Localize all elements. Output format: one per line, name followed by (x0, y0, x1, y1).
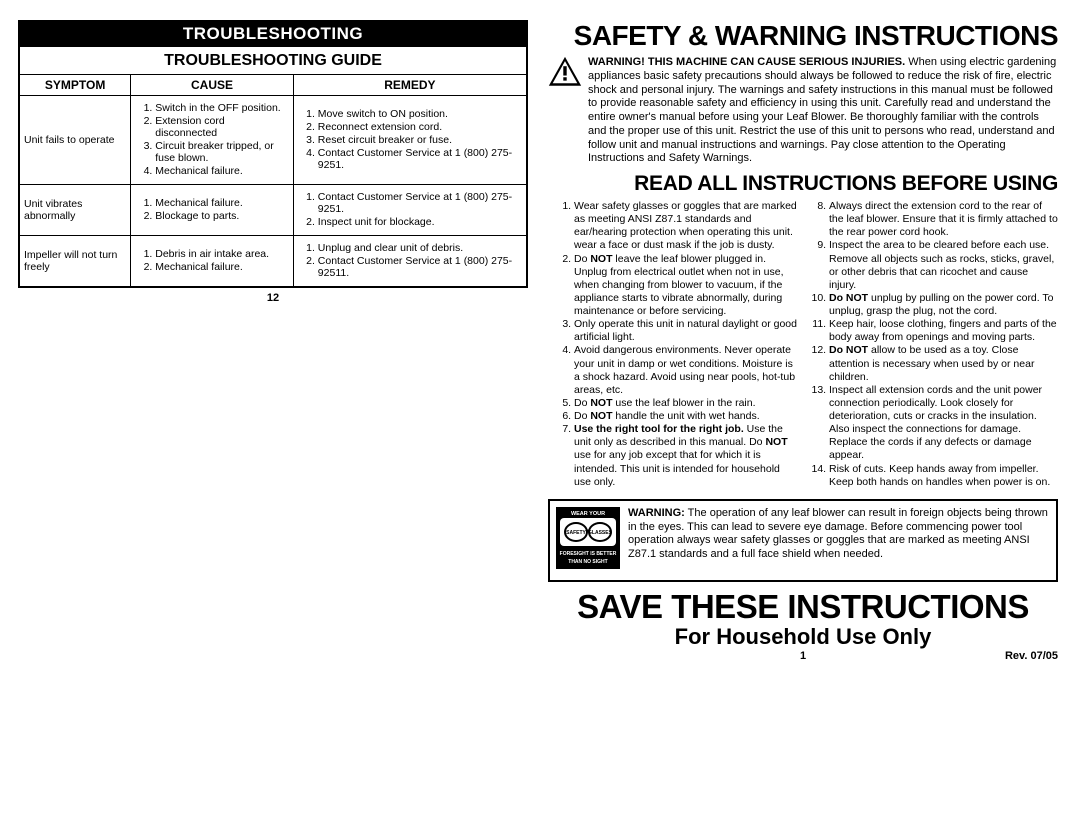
left-page-number: 12 (18, 292, 528, 304)
col-remedy: REMEDY (293, 75, 527, 96)
cause-cell: Switch in the OFF position.Extension cor… (131, 96, 294, 185)
warning-triangle-icon (548, 56, 582, 91)
list-item: Risk of cuts. Keep hands away from impel… (829, 463, 1058, 489)
symptom-cell: Unit fails to operate (19, 96, 131, 185)
symptom-cell: Impeller will not turn freely (19, 236, 131, 288)
warning-box-2: WEAR YOUR SAFETY GLASSES FORESIGHT IS BE… (548, 499, 1058, 582)
list-item: Do NOT leave the leaf blower plugged in.… (574, 253, 797, 319)
table-row: Impeller will not turn freelyDebris in a… (19, 236, 527, 288)
read-all-title: READ ALL INSTRUCTIONS BEFORE USING (548, 172, 1058, 196)
svg-text:WEAR YOUR: WEAR YOUR (571, 511, 605, 517)
instructions-left-list: Wear safety glasses or goggles that are … (548, 200, 803, 489)
list-item: Do NOT use the leaf blower in the rain. (574, 397, 797, 410)
save-instructions-title: SAVE THESE INSTRUCTIONS (548, 588, 1058, 626)
troubleshooting-table: TROUBLESHOOTING GUIDE SYMPTOM CAUSE REME… (18, 47, 528, 288)
list-item: Do NOT handle the unit with wet hands. (574, 410, 797, 423)
remedy-cell: Contact Customer Service at 1 (800) 275-… (293, 185, 527, 236)
safety-glasses-icon: WEAR YOUR SAFETY GLASSES FORESIGHT IS BE… (556, 507, 620, 574)
right-page: SAFETY & WARNING INSTRUCTIONS WARNING! T… (538, 20, 1058, 826)
cause-cell: Mechanical failure.Blockage to parts. (131, 185, 294, 236)
symptom-cell: Unit vibrates abnormally (19, 185, 131, 236)
table-row: Unit fails to operateSwitch in the OFF p… (19, 96, 527, 185)
left-page: TROUBLESHOOTING TROUBLESHOOTING GUIDE SY… (18, 20, 538, 826)
col-symptom: SYMPTOM (19, 75, 131, 96)
right-footer: 1 Rev. 07/05 (548, 650, 1058, 662)
svg-text:FORESIGHT IS BETTER: FORESIGHT IS BETTER (560, 551, 617, 557)
remedy-cell: Unplug and clear unit of debris.Contact … (293, 236, 527, 288)
list-item: Inspect all extension cords and the unit… (829, 384, 1058, 463)
household-use-subtitle: For Household Use Only (548, 624, 1058, 650)
col-cause: CAUSE (131, 75, 294, 96)
safety-title: SAFETY & WARNING INSTRUCTIONS (548, 20, 1058, 52)
svg-text:GLASSES: GLASSES (588, 530, 613, 536)
warning-2-text: WARNING: The operation of any leaf blowe… (628, 507, 1048, 562)
cause-cell: Debris in air intake area.Mechanical fai… (131, 236, 294, 288)
list-item: Inspect the area to be cleared before ea… (829, 239, 1058, 292)
instructions-right-list: Always direct the extension cord to the … (803, 200, 1058, 489)
list-item: Always direct the extension cord to the … (829, 200, 1058, 239)
troubleshooting-header: TROUBLESHOOTING (18, 20, 528, 47)
revision: Rev. 07/05 (806, 650, 1058, 662)
guide-title: TROUBLESHOOTING GUIDE (19, 47, 527, 75)
left-footer: 12 (18, 292, 528, 304)
warning-block: WARNING! THIS MACHINE CAN CAUSE SERIOUS … (548, 56, 1058, 166)
list-item: Only operate this unit in natural daylig… (574, 318, 797, 344)
list-item: Avoid dangerous environments. Never oper… (574, 344, 797, 397)
list-item: Do NOT unplug by pulling on the power co… (829, 292, 1058, 318)
list-item: Do NOT allow to be used as a toy. Close … (829, 344, 1058, 383)
list-item: Wear safety glasses or goggles that are … (574, 200, 797, 253)
list-item: Keep hair, loose clothing, fingers and p… (829, 318, 1058, 344)
list-item: Use the right tool for the right job. Us… (574, 423, 797, 489)
table-row: Unit vibrates abnormallyMechanical failu… (19, 185, 527, 236)
remedy-cell: Move switch to ON position.Reconnect ext… (293, 96, 527, 185)
instructions-columns: Wear safety glasses or goggles that are … (548, 200, 1058, 489)
svg-text:SAFETY: SAFETY (566, 530, 586, 536)
warning-text: WARNING! THIS MACHINE CAN CAUSE SERIOUS … (588, 56, 1058, 166)
right-page-number: 1 (800, 650, 806, 662)
svg-text:THAN NO SIGHT: THAN NO SIGHT (568, 559, 607, 565)
